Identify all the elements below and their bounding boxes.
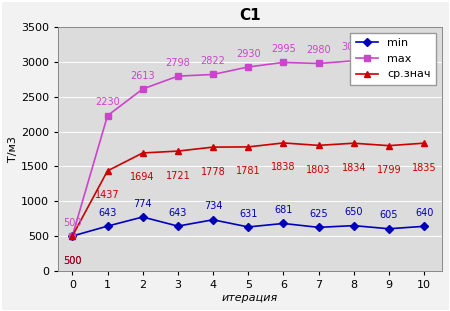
- max: [175, 74, 180, 78]
- ср.знач: [210, 145, 216, 149]
- min: [316, 225, 321, 229]
- Text: 650: 650: [345, 207, 363, 217]
- Y-axis label: Т/м3: Т/м3: [9, 136, 18, 162]
- Line: max: max: [70, 57, 427, 239]
- min: [105, 224, 110, 228]
- Text: 1838: 1838: [271, 162, 296, 172]
- min: [421, 225, 427, 228]
- Legend: min, max, ср.знач: min, max, ср.знач: [351, 33, 436, 85]
- Text: 643: 643: [169, 208, 187, 218]
- Text: 631: 631: [239, 209, 257, 219]
- ср.знач: [175, 149, 180, 153]
- Text: 3029: 3029: [412, 42, 436, 52]
- ср.знач: [351, 142, 356, 145]
- min: [70, 234, 75, 238]
- Text: 625: 625: [309, 209, 328, 219]
- max: [140, 87, 145, 91]
- Text: 605: 605: [380, 211, 398, 220]
- ср.знач: [421, 141, 427, 145]
- max: [210, 72, 216, 76]
- min: [210, 218, 216, 222]
- ср.знач: [70, 234, 75, 238]
- Text: 774: 774: [133, 199, 152, 209]
- ср.знач: [281, 141, 286, 145]
- Text: 3018: 3018: [342, 43, 366, 53]
- Text: 1803: 1803: [306, 165, 331, 175]
- Text: 1694: 1694: [130, 172, 155, 183]
- max: [246, 65, 251, 69]
- Text: 640: 640: [415, 208, 433, 218]
- max: [351, 59, 356, 63]
- Text: 500: 500: [63, 218, 81, 228]
- Text: 1721: 1721: [166, 170, 190, 180]
- ср.знач: [246, 145, 251, 149]
- min: [140, 215, 145, 219]
- Text: 681: 681: [274, 205, 292, 215]
- ср.знач: [316, 143, 321, 147]
- Line: ср.знач: ср.знач: [70, 140, 427, 239]
- ср.знач: [105, 169, 110, 173]
- X-axis label: итерация: итерация: [222, 293, 278, 303]
- Text: 2993: 2993: [377, 44, 401, 54]
- Text: 2613: 2613: [130, 71, 155, 81]
- Text: 1799: 1799: [377, 165, 401, 175]
- ср.знач: [140, 151, 145, 155]
- Line: min: min: [70, 214, 427, 239]
- Text: 643: 643: [98, 208, 117, 218]
- Text: 2930: 2930: [236, 49, 261, 58]
- Text: 1437: 1437: [95, 190, 120, 200]
- Text: 2995: 2995: [271, 44, 296, 54]
- max: [421, 58, 427, 62]
- max: [281, 61, 286, 64]
- max: [105, 114, 110, 118]
- max: [316, 62, 321, 65]
- Text: 500: 500: [63, 256, 81, 266]
- min: [386, 227, 391, 231]
- min: [351, 224, 356, 227]
- Text: 1834: 1834: [342, 163, 366, 173]
- max: [70, 234, 75, 238]
- Text: 1778: 1778: [201, 167, 225, 177]
- Text: 2980: 2980: [306, 45, 331, 55]
- Text: 2822: 2822: [201, 56, 225, 66]
- min: [246, 225, 251, 229]
- max: [386, 61, 391, 64]
- Text: 2798: 2798: [166, 58, 190, 68]
- ср.знач: [386, 144, 391, 147]
- Text: 2230: 2230: [95, 97, 120, 107]
- Text: 500: 500: [63, 256, 81, 266]
- Text: 1835: 1835: [412, 163, 436, 173]
- Title: C1: C1: [239, 8, 261, 23]
- Text: 734: 734: [204, 202, 222, 211]
- Text: 1781: 1781: [236, 166, 261, 176]
- min: [175, 224, 180, 228]
- min: [281, 222, 286, 225]
